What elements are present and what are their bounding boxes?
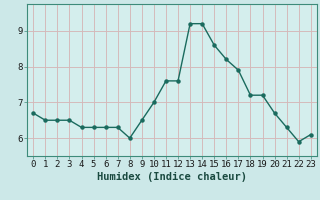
X-axis label: Humidex (Indice chaleur): Humidex (Indice chaleur) [97,172,247,182]
